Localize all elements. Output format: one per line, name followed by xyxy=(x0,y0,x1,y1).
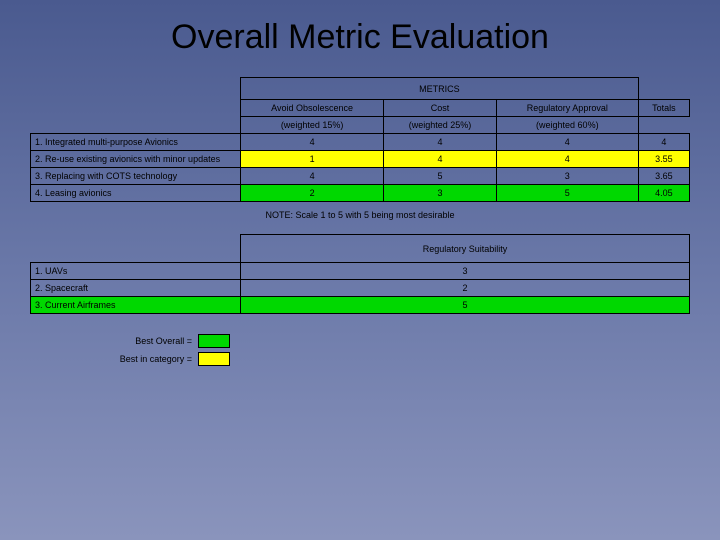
metrics-cell: 3 xyxy=(496,168,638,185)
metric-col-name-2: Regulatory Approval xyxy=(496,100,638,117)
metrics-note: NOTE: Scale 1 to 5 with 5 being most des… xyxy=(30,210,690,220)
table-row: 2. Re-use existing avionics with minor u… xyxy=(31,151,690,168)
metrics-total: 4 xyxy=(638,134,689,151)
metrics-cell: 5 xyxy=(384,168,497,185)
page-title: Overall Metric Evaluation xyxy=(30,18,690,57)
table-row: 3. Current Airframes5 xyxy=(31,297,690,314)
metric-col-name-0: Avoid Obsolescence xyxy=(241,100,384,117)
table-row: 3. Replacing with COTS technology4533.65 xyxy=(31,168,690,185)
metrics-row-label: 4. Leasing avionics xyxy=(31,185,241,202)
legend-best-overall-label: Best Overall = xyxy=(30,336,198,346)
metrics-cell: 4 xyxy=(496,134,638,151)
suitability-row-label: 1. UAVs xyxy=(31,263,241,280)
metrics-total: 4.05 xyxy=(638,185,689,202)
metrics-header-label: METRICS xyxy=(241,78,639,100)
metrics-cell: 1 xyxy=(241,151,384,168)
metrics-cell: 2 xyxy=(241,185,384,202)
suitability-row-label: 2. Spacecraft xyxy=(31,280,241,297)
table-row: 4. Leasing avionics2354.05 xyxy=(31,185,690,202)
suitability-row-label: 3. Current Airframes xyxy=(31,297,241,314)
metrics-cell: 5 xyxy=(496,185,638,202)
metrics-total: 3.55 xyxy=(638,151,689,168)
suitability-cell: 2 xyxy=(241,280,690,297)
table-row: 2. Spacecraft2 xyxy=(31,280,690,297)
metrics-cell: 4 xyxy=(241,134,384,151)
table-row: 1. Integrated multi-purpose Avionics4444 xyxy=(31,134,690,151)
metrics-row-label: 1. Integrated multi-purpose Avionics xyxy=(31,134,241,151)
legend-swatch-green xyxy=(198,334,230,348)
metric-col-weight-0: (weighted 15%) xyxy=(241,117,384,134)
legend-best-category-label: Best in category = xyxy=(30,354,198,364)
metrics-table: METRICS Avoid Obsolescence Cost Regulato… xyxy=(30,77,690,202)
metrics-cell: 4 xyxy=(384,134,497,151)
metric-col-name-1: Cost xyxy=(384,100,497,117)
legend-swatch-yellow xyxy=(198,352,230,366)
metric-col-weight-2: (weighted 60%) xyxy=(496,117,638,134)
table-row: 1. UAVs3 xyxy=(31,263,690,280)
suitability-cell: 3 xyxy=(241,263,690,280)
metrics-total: 3.65 xyxy=(638,168,689,185)
metrics-row-label: 3. Replacing with COTS technology xyxy=(31,168,241,185)
metrics-cell: 4 xyxy=(384,151,497,168)
suitability-header: Regulatory Suitability xyxy=(241,235,690,263)
suitability-cell: 5 xyxy=(241,297,690,314)
metrics-cell: 4 xyxy=(241,168,384,185)
metrics-cell: 4 xyxy=(496,151,638,168)
metrics-row-label: 2. Re-use existing avionics with minor u… xyxy=(31,151,241,168)
metric-col-weight-1: (weighted 25%) xyxy=(384,117,497,134)
suitability-table: Regulatory Suitability 1. UAVs32. Spacec… xyxy=(30,234,690,314)
legend: Best Overall = Best in category = xyxy=(30,334,690,366)
metric-totals-label: Totals xyxy=(638,100,689,117)
metrics-cell: 3 xyxy=(384,185,497,202)
